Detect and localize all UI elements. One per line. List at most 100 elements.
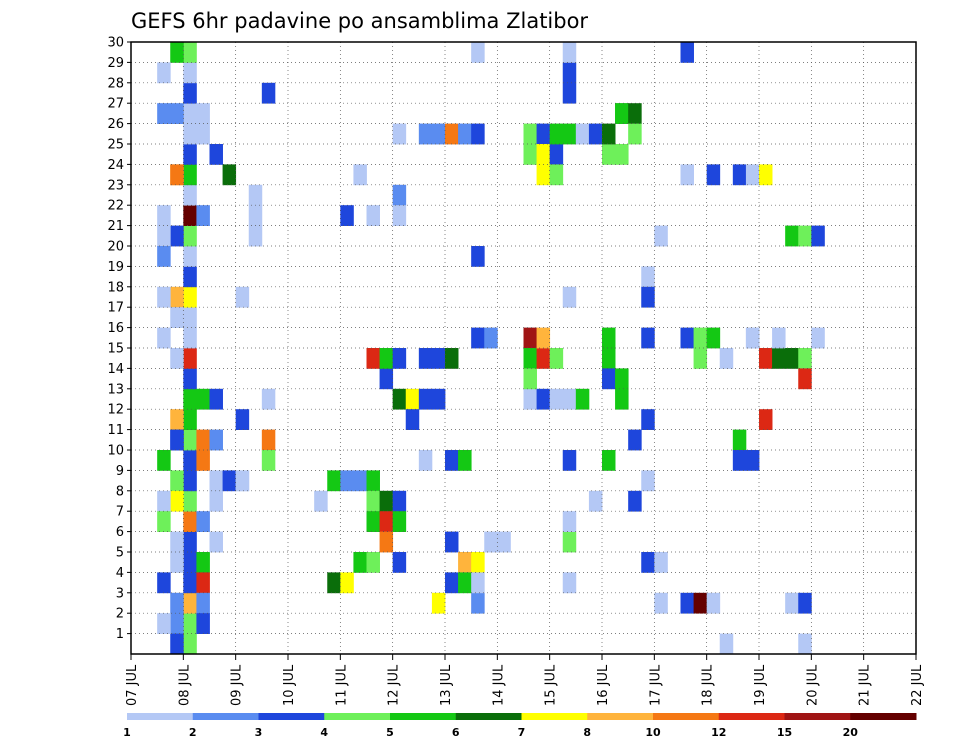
precip-cell <box>562 42 577 63</box>
precip-cell <box>183 572 197 594</box>
y-tick-label: 4 <box>116 566 124 581</box>
precip-cell <box>209 429 223 451</box>
y-tick-label: 20 <box>107 240 124 255</box>
precip-cell <box>562 388 577 410</box>
precip-cell <box>183 82 197 104</box>
colorbar-swatch <box>192 713 259 720</box>
precip-cell <box>431 388 446 410</box>
precip-cell <box>314 490 328 512</box>
precip-cell <box>183 327 197 349</box>
precip-cell <box>366 490 380 512</box>
precip-cell <box>484 327 498 349</box>
y-tick-label: 5 <box>116 546 124 561</box>
precip-cell <box>183 409 197 430</box>
precip-cell <box>549 144 564 165</box>
precip-cell <box>170 552 184 573</box>
precip-cell <box>523 123 537 145</box>
precip-cell <box>680 42 694 63</box>
grid-layer <box>131 42 916 654</box>
precip-cell <box>235 409 250 430</box>
x-tick-label: 13 JUL <box>439 664 454 706</box>
precip-cell <box>706 592 721 614</box>
precip-cell <box>170 348 184 369</box>
precip-cell <box>196 429 210 451</box>
precip-cell <box>183 103 197 124</box>
precip-cell <box>471 123 485 145</box>
precip-cell <box>261 450 276 471</box>
precip-cell <box>615 144 629 165</box>
precip-cell <box>196 205 210 226</box>
colorbar-label: 10 <box>645 726 661 739</box>
precip-cell <box>248 184 263 206</box>
precip-cell <box>602 368 616 390</box>
colorbar: 1 2 3 4 5 6 7 8 10 12 15 20 <box>123 713 917 739</box>
precip-cell <box>418 388 433 410</box>
y-tick-label: 18 <box>107 280 124 295</box>
precip-cell <box>170 164 184 186</box>
precip-cell <box>798 633 812 655</box>
precip-cell <box>575 123 590 145</box>
precip-cell <box>170 286 184 308</box>
precip-cell <box>183 205 197 226</box>
precip-cell <box>445 123 459 145</box>
precip-cell <box>157 246 171 267</box>
precip-cell <box>759 164 773 186</box>
precip-cell <box>628 103 642 124</box>
colorbar-swatch <box>587 713 654 720</box>
precip-cell <box>170 490 184 512</box>
precip-cell <box>654 552 668 573</box>
precip-cell <box>183 633 197 655</box>
precip-cell <box>602 348 616 369</box>
precip-cell <box>183 552 197 573</box>
precip-cell <box>471 552 485 573</box>
precip-cell <box>628 123 642 145</box>
precip-cell <box>196 388 210 410</box>
precip-cell <box>183 184 197 206</box>
precip-cell <box>196 511 210 532</box>
precip-cell <box>471 592 485 614</box>
precip-cell <box>405 388 420 410</box>
precip-cell <box>641 286 655 308</box>
colorbar-swatch <box>127 713 194 720</box>
precip-cell <box>353 552 367 573</box>
precip-cell <box>562 572 577 594</box>
precip-cell <box>536 327 551 349</box>
precip-cell <box>392 184 407 206</box>
precip-cell <box>327 470 341 492</box>
precip-cell <box>759 348 773 369</box>
precip-cell <box>562 450 577 471</box>
precip-cell <box>340 205 354 226</box>
precip-cell <box>392 205 407 226</box>
x-tick-label: 07 JUL <box>125 664 140 706</box>
precip-cell <box>471 327 485 349</box>
colorbar-label: 20 <box>843 726 859 739</box>
precip-cell <box>602 450 616 471</box>
precip-cell <box>523 327 537 349</box>
precip-cell <box>183 62 197 84</box>
colorbar-swatch <box>455 713 522 720</box>
precip-cell <box>170 470 184 492</box>
precip-cell <box>157 490 171 512</box>
precip-cell <box>732 164 747 186</box>
precip-cell <box>785 348 799 369</box>
precip-cell <box>170 429 184 451</box>
precip-cell <box>248 205 263 226</box>
precip-cell <box>431 123 446 145</box>
precip-cell <box>196 103 210 124</box>
precip-cell <box>183 286 197 308</box>
precip-cell <box>706 327 721 349</box>
precip-cell <box>431 592 446 614</box>
precip-cell <box>196 572 210 594</box>
precip-cell <box>157 286 171 308</box>
x-tick-label: 09 JUL <box>230 664 245 706</box>
precip-cell <box>170 531 184 553</box>
precip-cell <box>785 592 799 614</box>
precip-cell <box>157 62 171 84</box>
precip-cell <box>222 164 237 186</box>
y-tick-label: 14 <box>107 362 124 377</box>
precip-cell <box>549 348 564 369</box>
precip-cell <box>798 225 812 247</box>
y-tick-label: 15 <box>107 342 124 357</box>
precip-cell <box>405 409 420 430</box>
precip-cell <box>719 348 734 369</box>
